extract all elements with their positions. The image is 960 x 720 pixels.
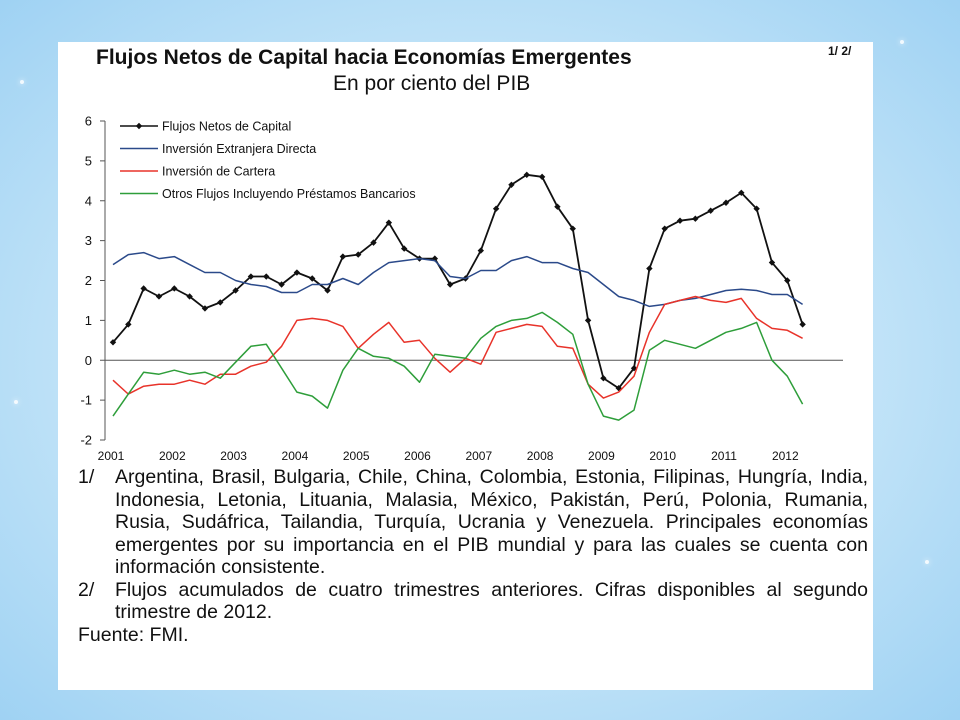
chart-slide: Flujos Netos de Capital hacia Economías … (58, 42, 873, 690)
series-1-point-marker (492, 205, 500, 212)
series-1-point-marker (140, 285, 147, 292)
series-1-point-marker (171, 285, 178, 292)
series-1-point-marker (646, 265, 653, 272)
legend-label-4: Otros Flujos Incluyendo Préstamos Bancar… (162, 187, 416, 201)
x-tick-label: 2006 (404, 449, 431, 463)
series-1-point-marker (523, 171, 530, 179)
x-tick-label: 2008 (527, 449, 554, 463)
series-1-point-marker (784, 277, 791, 284)
series-1-point-marker (584, 317, 592, 324)
series-1-point-marker (247, 273, 255, 280)
series-1-point-marker (600, 374, 607, 382)
x-tick-label: 2001 (98, 449, 125, 463)
series-1-point-marker (278, 281, 285, 288)
legend-marker (135, 122, 143, 130)
x-tick-label: 2002 (159, 449, 186, 463)
series-1-point-marker (477, 247, 484, 254)
series-1-point-marker (630, 365, 638, 372)
series-line-1 (112, 173, 804, 390)
series-1-point-marker (217, 299, 224, 306)
series-line-3 (112, 295, 803, 399)
series-1-point-marker (293, 269, 301, 276)
y-tick-label: 4 (85, 193, 92, 208)
line-chart: 6 5 4 3 2 1 0 -1 -2 2001 2002 2003 2004 2005 2006 2007 2… (80, 114, 843, 463)
series-1-point-marker (768, 259, 776, 266)
series-1-point-marker (508, 181, 515, 188)
series-1-point-marker (661, 225, 668, 232)
x-tick-label: 2004 (282, 449, 309, 463)
x-tick-label: 2010 (649, 449, 676, 463)
series-1-point-marker (339, 253, 347, 260)
source-note: Fuente: FMI. (78, 623, 189, 646)
y-tick-label: 0 (85, 353, 92, 368)
series-1-point-marker (569, 225, 576, 232)
footnote-2-number: 2/ (78, 578, 95, 601)
series-1-point-marker (738, 189, 745, 196)
title-block: Flujos Netos de Capital hacia Economías … (58, 42, 873, 102)
chart-legend: Flujos Netos de Capital Inversión Extranj… (120, 120, 416, 201)
series-1-point-marker (370, 239, 377, 246)
chart-title: Flujos Netos de Capital hacia Economías … (96, 46, 632, 69)
series-1-point-marker (615, 384, 622, 392)
footnote-2: 2/ Flujos acumulados de cuatro trimestre… (78, 579, 868, 624)
series-1-point-marker (125, 321, 132, 328)
x-tick-label: 2005 (343, 449, 370, 463)
series-line-4 (112, 311, 804, 421)
series-1-point-marker (355, 251, 362, 258)
x-tick-label: 2003 (220, 449, 247, 463)
series-1-point-marker (676, 217, 684, 224)
series-1-point-marker (446, 281, 454, 288)
footnote-1-text: Argentina, Brasil, Bulgaria, Chile, Chin… (115, 466, 868, 578)
chart-lines (109, 171, 806, 421)
x-tick-label: 2009 (588, 449, 615, 463)
y-tick-label: -2 (80, 433, 92, 448)
series-1-point-marker (109, 339, 117, 346)
x-tick-label: 2011 (711, 449, 737, 463)
legend-label-2: Inversión Extranjera Directa (162, 142, 316, 156)
y-tick-label: 2 (85, 273, 92, 288)
series-1-point-marker (155, 293, 163, 300)
x-tick-label: 2007 (465, 449, 492, 463)
footnote-2-text: Flujos acumulados de cuatro trimestres a… (115, 578, 868, 624)
series-1-point-marker (263, 273, 270, 280)
footnote-1: 1/ Argentina, Brasil, Bulgaria, Chile, C… (78, 466, 868, 579)
x-tick-label: 2012 (772, 449, 799, 463)
series-1-point-marker (799, 321, 806, 328)
legend-label-1: Flujos Netos de Capital (162, 120, 291, 134)
series-1-point-marker (201, 305, 209, 312)
footnotes: 1/ Argentina, Brasil, Bulgaria, Chile, C… (78, 466, 868, 646)
series-1-point-marker (400, 245, 408, 252)
series-1-point-marker (385, 219, 393, 226)
series-1-point-marker (309, 275, 316, 282)
chart-subtitle: En por ciento del PIB (333, 72, 531, 95)
legend-label-3: Inversión de Cartera (162, 165, 275, 179)
y-tick-label: -1 (80, 393, 92, 408)
series-1-point-marker (186, 293, 193, 300)
title-footnote-marker: 1/ 2/ (828, 44, 852, 58)
footnote-1-number: 1/ (78, 466, 95, 488)
series-1-point-marker (232, 287, 239, 294)
series-1-point-marker (692, 215, 699, 222)
y-tick-label: 5 (85, 153, 92, 168)
series-line-2 (112, 251, 804, 308)
chart-axes: 6 5 4 3 2 1 0 -1 -2 2001 2002 2003 2004 2005 2006 2007 2… (80, 114, 843, 463)
y-tick-label: 1 (85, 313, 92, 328)
series-1-point-marker (324, 287, 331, 294)
series-1-point-marker (722, 199, 730, 206)
y-tick-label: 6 (85, 114, 92, 129)
y-tick-label: 3 (85, 233, 92, 248)
series-1-point-marker (753, 205, 760, 212)
series-1-point-marker (707, 207, 714, 214)
series-1-point-marker (538, 173, 546, 181)
